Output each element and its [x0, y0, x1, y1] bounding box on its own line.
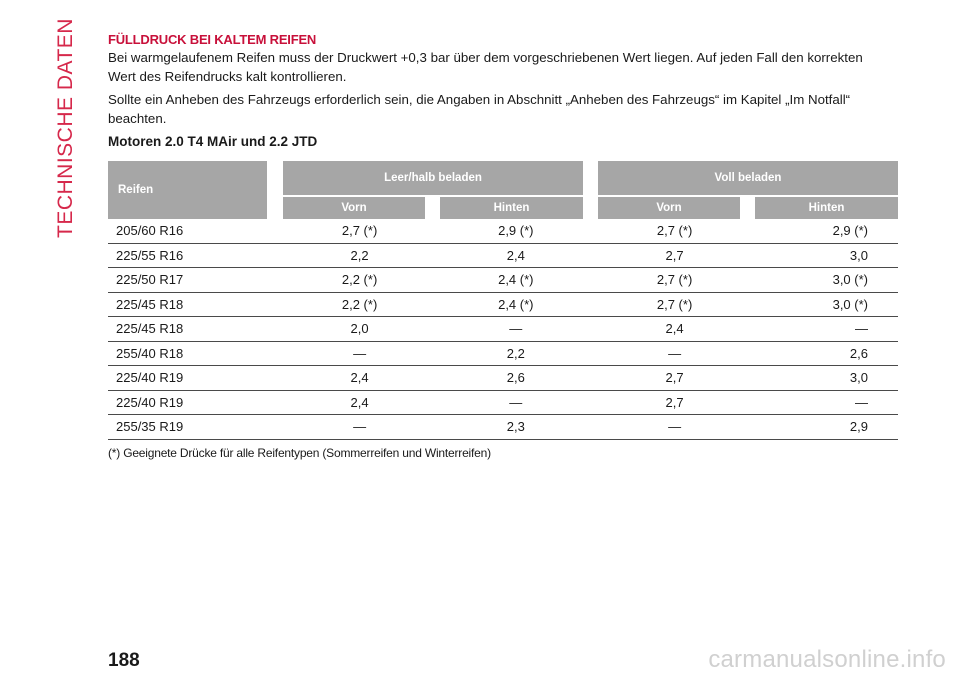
cell-value: 2,7 (*)	[656, 272, 693, 288]
cell-tire-size: 255/40 R18	[116, 345, 184, 361]
table-row: 225/40 R19 2,4 2,6 2,7 3,0	[108, 366, 898, 391]
cell-value: 2,7	[665, 394, 684, 410]
cell-value: 2,2 (*)	[341, 296, 378, 312]
table-row: 225/40 R19 2,4 — 2,7 —	[108, 391, 898, 415]
cell-value: 2,9 (*)	[832, 223, 868, 239]
cell-value: 2,4	[506, 247, 525, 263]
table-row: 225/45 R18 2,2 (*) 2,4 (*) 2,7 (*) 3,0 (…	[108, 293, 898, 317]
header-voll-beladen: Voll beladen	[598, 161, 898, 195]
cell-value: 2,7 (*)	[656, 223, 693, 239]
cell-value: 2,2	[350, 247, 369, 263]
table-row: 225/55 R16 2,2 2,4 2,7 3,0	[108, 244, 898, 268]
cell-value: —	[509, 394, 523, 410]
header-vorn-2: Vorn	[598, 197, 740, 219]
cell-value: 2,4	[350, 394, 369, 410]
cell-value: 2,4	[665, 321, 684, 337]
cell-value: 3,0 (*)	[832, 272, 868, 288]
tire-pressure-table: Reifen Leer/halb beladen Voll beladen Vo…	[108, 161, 898, 440]
cell-tire-size: 225/40 R19	[116, 370, 184, 386]
table-row: 205/60 R16 2,7 (*) 2,9 (*) 2,7 (*) 2,9 (…	[108, 219, 898, 244]
page-content: FÜLLDRUCK BEI KALTEM REIFEN Bei warmgela…	[108, 32, 898, 460]
cell-tire-size: 225/45 R18	[116, 321, 184, 337]
cell-value: —	[353, 419, 367, 435]
cell-value: —	[668, 345, 682, 361]
table-row: 225/45 R18 2,0 — 2,4 —	[108, 317, 898, 342]
table-footnote: (*) Geeignete Drücke für alle Reifentype…	[108, 445, 491, 460]
cell-value: —	[855, 394, 868, 410]
cell-value: —	[353, 345, 367, 361]
paragraph-warm-tire: Bei warmgelaufenem Reifen muss der Druck…	[108, 50, 863, 84]
cell-value: 2,7 (*)	[656, 296, 693, 312]
cell-value: 3,0	[849, 370, 868, 386]
engine-subheading: Motoren 2.0 T4 MAir und 2.2 JTD	[108, 134, 318, 149]
cell-value: 2,2 (*)	[341, 272, 378, 288]
table-row: 225/50 R17 2,2 (*) 2,4 (*) 2,7 (*) 3,0 (…	[108, 268, 898, 293]
cell-tire-size: 225/55 R16	[116, 247, 184, 263]
cell-tire-size: 225/40 R19	[116, 394, 184, 410]
cell-value: 2,6	[849, 345, 868, 361]
cell-value: 2,2	[506, 345, 525, 361]
table-row: 255/35 R19 — 2,3 — 2,9	[108, 415, 898, 440]
cell-value: 3,0	[849, 247, 868, 263]
cell-tire-size: 225/45 R18	[116, 296, 184, 312]
header-leer-halb-beladen: Leer/halb beladen	[283, 161, 583, 195]
section-heading: FÜLLDRUCK BEI KALTEM REIFEN	[108, 32, 317, 47]
header-reifen: Reifen	[108, 161, 267, 219]
table-header: Reifen Leer/halb beladen Voll beladen Vo…	[108, 161, 898, 219]
cell-value: 2,4 (*)	[498, 296, 534, 312]
cell-value: 2,7 (*)	[341, 223, 378, 239]
cell-value: —	[509, 321, 523, 337]
cell-value: 2,9	[849, 419, 868, 435]
page-number: 188	[108, 650, 140, 671]
cell-value: 2,3	[506, 419, 525, 435]
cell-value: —	[855, 321, 868, 337]
cell-value: 2,9 (*)	[498, 223, 534, 239]
cell-value: —	[668, 419, 682, 435]
cell-value: 2,7	[665, 370, 684, 386]
cell-value: 2,4 (*)	[498, 272, 534, 288]
cell-value: 2,6	[506, 370, 525, 386]
cell-value: 2,7	[665, 247, 684, 263]
cell-tire-size: 255/35 R19	[116, 419, 184, 435]
table-row: 255/40 R18 — 2,2 — 2,6	[108, 342, 898, 366]
section-side-label: TECHNISCHE DATEN	[54, 18, 77, 238]
cell-tire-size: 205/60 R16	[116, 223, 184, 239]
watermark-text: carmanualsonline.info	[708, 646, 946, 673]
header-hinten-1: Hinten	[440, 197, 583, 219]
cell-value: 2,0	[350, 321, 369, 337]
header-hinten-2: Hinten	[755, 197, 898, 219]
header-vorn-1: Vorn	[283, 197, 425, 219]
cell-value: 2,4	[350, 370, 369, 386]
cell-value: 3,0 (*)	[832, 296, 868, 312]
paragraph-lifting: Sollte ein Anheben des Fahrzeugs erforde…	[108, 92, 851, 126]
cell-tire-size: 225/50 R17	[116, 272, 184, 288]
